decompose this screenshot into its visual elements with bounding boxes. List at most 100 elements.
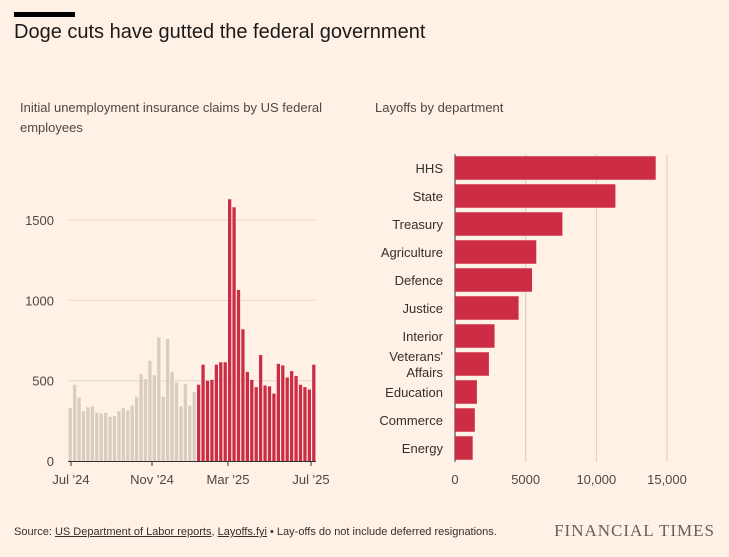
left-bar <box>135 396 139 461</box>
left-x-tick-label: Mar '25 <box>207 472 250 487</box>
left-bar <box>179 406 183 461</box>
footer-source: Source: US Department of Labor reports, … <box>14 526 497 538</box>
left-bar <box>170 371 174 461</box>
left-x-tick-label: Jul '24 <box>52 472 89 487</box>
left-y-tick-label: 1500 <box>25 213 54 228</box>
left-bar <box>143 379 148 461</box>
left-chart-gridlines <box>68 219 316 382</box>
left-chart-bars <box>68 199 316 461</box>
left-bar <box>68 408 72 461</box>
left-bar <box>192 391 196 461</box>
right-x-tick-label: 10,000 <box>576 472 616 487</box>
left-bar <box>112 416 117 461</box>
left-bar <box>267 386 272 461</box>
left-x-tick-label: Nov '24 <box>130 472 174 487</box>
right-category-label: Education <box>385 385 443 400</box>
left-bar <box>104 412 108 461</box>
right-bar <box>455 156 656 180</box>
left-bar <box>298 384 303 461</box>
left-bar <box>205 380 210 461</box>
left-bar <box>130 405 134 461</box>
left-bar <box>183 383 187 461</box>
right-bar <box>455 296 519 320</box>
left-bar <box>197 384 201 461</box>
right-bar <box>455 408 475 432</box>
left-bar <box>86 407 90 461</box>
right-category-label: Energy <box>402 441 444 456</box>
left-bar <box>161 396 165 461</box>
left-bar <box>232 207 236 461</box>
left-bar <box>290 371 294 461</box>
left-bar <box>228 199 232 461</box>
right-category-label: HHS <box>416 161 444 176</box>
left-bar <box>241 329 245 461</box>
left-bar <box>188 405 192 461</box>
right-x-tick-label: 0 <box>451 472 458 487</box>
left-bar <box>259 355 263 461</box>
source-link-layoffs[interactable]: Layoffs.fyi <box>217 526 267 538</box>
left-bar <box>73 384 77 461</box>
left-bar <box>294 375 298 461</box>
right-bar <box>455 212 563 236</box>
left-bar <box>281 365 285 461</box>
left-bar <box>108 416 112 461</box>
left-bar <box>223 362 227 461</box>
left-bar <box>210 379 214 461</box>
ft-top-rule <box>14 12 75 17</box>
left-bar <box>201 364 205 461</box>
right-bar <box>455 352 489 376</box>
right-chart-subtitle: Layoffs by department <box>375 100 504 115</box>
right-category-label: Treasury <box>392 217 443 232</box>
left-bar <box>219 362 223 461</box>
right-category-label: Justice <box>403 301 443 316</box>
left-bar <box>139 374 143 461</box>
left-y-tick-label: 0 <box>47 454 54 469</box>
left-bar <box>263 385 267 461</box>
right-bar <box>455 184 616 208</box>
left-bar <box>214 364 218 461</box>
right-category-label: Veterans' Affairs <box>389 349 443 380</box>
left-bar <box>121 408 125 461</box>
left-bar <box>148 360 152 461</box>
left-bar <box>152 375 156 461</box>
chart-title: Doge cuts have gutted the federal govern… <box>14 21 426 43</box>
right-x-tick-label: 15,000 <box>647 472 687 487</box>
ft-logo: FINANCIAL TIMES <box>554 521 715 540</box>
left-bar <box>81 411 86 461</box>
left-bar <box>99 413 103 461</box>
left-bar <box>95 412 99 461</box>
right-bar <box>455 380 477 404</box>
right-chart-bars <box>455 156 656 460</box>
left-bar <box>174 382 179 461</box>
left-y-tick-label: 500 <box>32 374 54 389</box>
left-bar <box>250 379 254 461</box>
right-category-label: Commerce <box>379 413 443 428</box>
left-bar <box>166 338 170 461</box>
left-x-tick-label: Jul '25 <box>292 472 329 487</box>
right-x-tick-label: 5000 <box>511 472 540 487</box>
right-bar <box>455 324 495 348</box>
left-bar <box>303 387 307 461</box>
left-y-tick-label: 1000 <box>25 293 54 308</box>
left-chart-axes: 0 500 1000 1500 Jul '24 Nov '24 Mar '25 Jul '25 <box>25 213 330 487</box>
right-category-label: Interior <box>403 329 444 344</box>
left-bar <box>245 371 249 461</box>
left-bar <box>157 337 161 461</box>
left-bar <box>285 377 289 461</box>
left-bar <box>276 363 280 461</box>
source-link-dol[interactable]: US Department of Labor reports <box>54 526 212 538</box>
left-bar <box>312 364 316 461</box>
right-bar <box>455 436 473 460</box>
right-bar <box>455 240 537 264</box>
left-bar <box>272 393 276 461</box>
left-bar <box>117 411 121 461</box>
right-category-label: Agriculture <box>381 245 443 260</box>
left-chart-subtitle: Initial unemployment insurance claims by… <box>20 100 323 135</box>
left-bar <box>254 387 258 461</box>
right-bar <box>455 268 533 292</box>
left-bar <box>126 410 130 461</box>
right-category-label: Defence <box>395 273 443 288</box>
left-bar <box>236 289 241 461</box>
right-category-label: State <box>413 189 443 204</box>
